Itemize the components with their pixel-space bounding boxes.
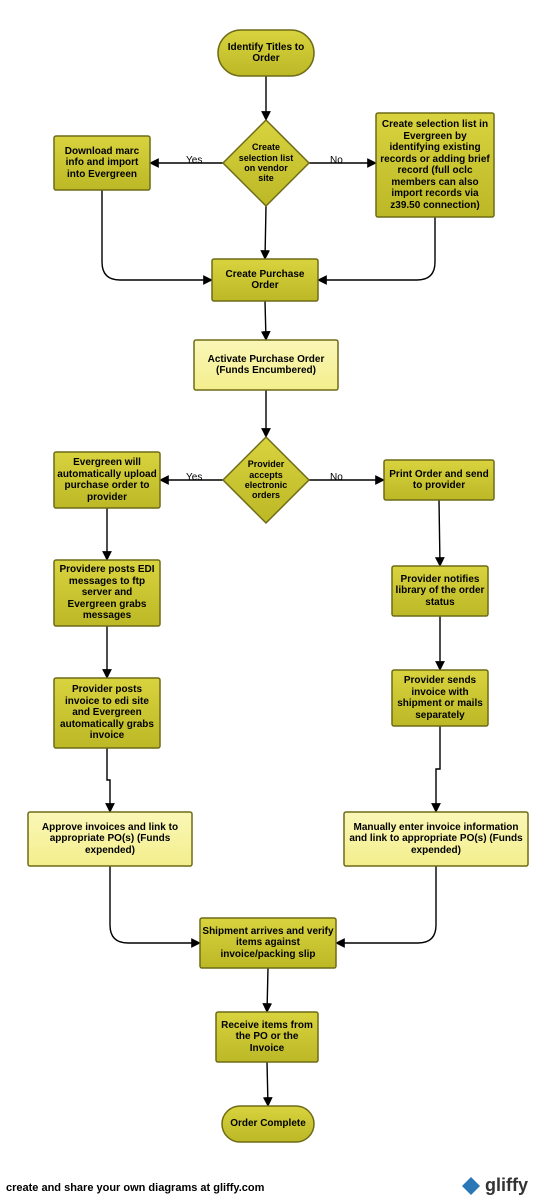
gliffy-logo-icon <box>461 1176 481 1196</box>
gliffy-logo-text: gliffy <box>485 1175 528 1196</box>
gliffy-logo: gliffy <box>461 1175 528 1196</box>
diagram-svg <box>0 0 536 1200</box>
diagram-stage: create and share your own diagrams at gl… <box>0 0 536 1200</box>
footer-text: create and share your own diagrams at gl… <box>6 1182 264 1194</box>
